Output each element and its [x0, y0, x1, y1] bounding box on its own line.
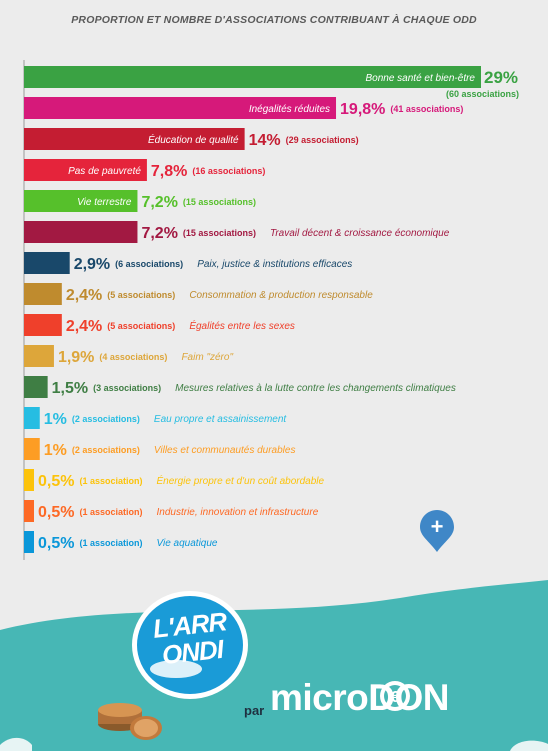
bar	[24, 221, 138, 243]
bar	[24, 314, 62, 336]
bar-count-label: (60 associations)	[446, 89, 519, 99]
bar-chart: Bonne santé et bien-être 29% (60 associati…	[23, 60, 519, 560]
bar-count-label: (1 association)	[79, 476, 142, 486]
bar-pct-label: 2,4%	[66, 287, 102, 304]
bar-category-label: Éducation de qualité	[148, 133, 239, 146]
bar-pct-label: 7,8%	[151, 163, 187, 180]
footer-cloud	[510, 740, 548, 751]
logo-highlight	[150, 660, 202, 678]
bar-pct-label: 29%	[484, 68, 518, 87]
add-button[interactable]: +	[418, 508, 456, 554]
microdon-euro-icon-inner	[384, 685, 406, 707]
bar-category-label: Consommation & production responsable	[189, 290, 373, 301]
bar-category-label: Travail décent & croissance économique	[270, 228, 450, 239]
microdon-brand: microDON	[270, 677, 449, 718]
bar-pct-label: 1%	[44, 442, 67, 459]
pin-shape[interactable]	[420, 510, 454, 552]
bar-pct-label: 0,5%	[38, 504, 74, 521]
par-label: par	[244, 703, 265, 718]
bar-pct-label: 7,2%	[141, 194, 177, 211]
bar-count-label: (15 associations)	[183, 197, 256, 207]
chart-title: PROPORTION ET NOMBRE D'ASSOCIATIONS CONT…	[71, 14, 477, 26]
bar-pct-label: 1%	[44, 411, 67, 428]
bar-category-label: Villes et communautés durables	[154, 445, 296, 456]
bar-pct-label: 1,5%	[52, 380, 88, 397]
plus-icon[interactable]: +	[431, 514, 444, 539]
bar	[24, 469, 34, 491]
bar-pct-label: 2,9%	[74, 256, 110, 273]
bar	[24, 159, 147, 181]
bar-count-label: (4 associations)	[99, 352, 167, 362]
bar-pct-label: 14%	[249, 132, 281, 149]
bar	[24, 407, 40, 429]
arrondi-logo-text: L'ARR ONDI	[151, 606, 228, 671]
bar	[24, 438, 40, 460]
bar-pct-label: 7,2%	[141, 225, 177, 242]
bar-category-label: Égalités entre les sexes	[189, 319, 295, 332]
bar-category-label: Paix, justice & institutions efficaces	[197, 259, 352, 270]
bar-pct-label: 19,8%	[340, 101, 385, 118]
bar-category-label: Bonne santé et bien-être	[365, 73, 475, 84]
bar	[24, 190, 138, 212]
bar-category-label: Pas de pauvreté	[68, 166, 141, 177]
bar	[24, 128, 245, 150]
bar-count-label: (6 associations)	[115, 259, 183, 269]
coins-icon	[98, 703, 162, 740]
bar-count-label: (1 association)	[79, 507, 142, 517]
bar-category-label: Faim "zéro"	[181, 352, 233, 363]
bar-count-label: (5 associations)	[107, 290, 175, 300]
bar	[24, 66, 481, 88]
bar-category-label: Eau propre et assainissement	[154, 414, 288, 425]
bar-count-label: (15 associations)	[183, 228, 256, 238]
bar	[24, 376, 48, 398]
footer-cloud	[0, 737, 32, 751]
footer-banner: €	[0, 580, 548, 751]
bar-count-label: (3 associations)	[93, 383, 161, 393]
bar-pct-label: 1,9%	[58, 349, 94, 366]
bar-pct-label: 2,4%	[66, 318, 102, 335]
bar	[24, 531, 34, 553]
bar-count-label: (16 associations)	[192, 166, 265, 176]
bar-category-label: Mesures relatives à la lutte contre les …	[175, 383, 456, 394]
bar	[24, 345, 54, 367]
bar-count-label: (1 association)	[79, 538, 142, 548]
bar-pct-label: 0,5%	[38, 535, 74, 552]
footer-wave	[0, 580, 548, 751]
bar-category-label: Vie aquatique	[157, 538, 218, 549]
bar-count-label: (29 associations)	[286, 135, 359, 145]
bar-category-label: Industrie, innovation et infrastructure	[157, 507, 319, 518]
bar-category-label: Inégalités réduites	[249, 104, 330, 115]
bar	[24, 500, 34, 522]
bar-pct-label: 0,5%	[38, 473, 74, 490]
bar-category-label: Énergie propre et d'un coût abordable	[157, 474, 325, 487]
bar	[24, 283, 62, 305]
bar-category-label: Vie terrestre	[77, 197, 132, 208]
bar-count-label: (2 associations)	[72, 414, 140, 424]
bar	[24, 252, 70, 274]
bar-count-label: (41 associations)	[390, 104, 463, 114]
arrondi-logo	[132, 591, 248, 699]
euro-glyph: €	[391, 689, 400, 706]
bar-count-label: (2 associations)	[72, 445, 140, 455]
bar	[24, 97, 337, 119]
bar-count-label: (5 associations)	[107, 321, 175, 331]
